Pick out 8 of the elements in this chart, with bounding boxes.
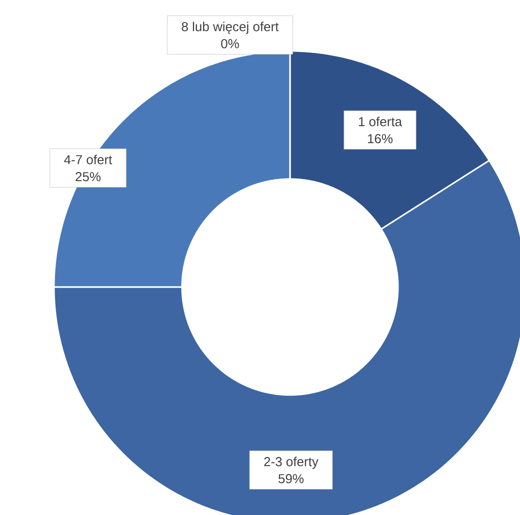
data-label: 59%	[278, 474, 304, 484]
data-label: 16%	[368, 134, 393, 144]
slice-label: 1 oferta	[358, 116, 402, 126]
slice-label: 4-7 ofert	[64, 154, 112, 164]
data-label: 25%	[76, 172, 101, 182]
category-label: 8 lub więcej ofert	[182, 22, 279, 34]
slice-label: 2-3 oferty	[264, 456, 318, 469]
text: 0%	[221, 39, 239, 48]
